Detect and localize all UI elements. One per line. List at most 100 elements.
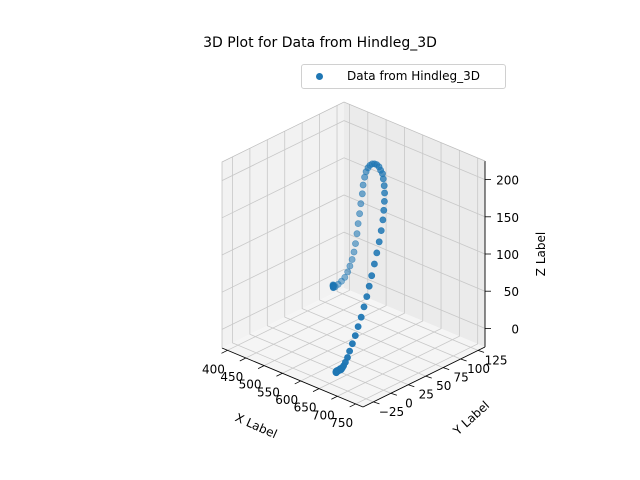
x-tick-label: 450	[220, 370, 243, 384]
grid-line-y	[249, 148, 392, 394]
data-point	[360, 303, 368, 311]
data-point	[379, 175, 387, 183]
data-point	[346, 347, 353, 355]
x-tick	[331, 395, 338, 400]
y-tick-label: 25	[419, 388, 434, 402]
data-point	[380, 206, 388, 214]
legend-marker	[316, 73, 323, 80]
data-point	[380, 182, 388, 190]
x-tick-label: 400	[202, 362, 225, 376]
x-tick-label: 700	[312, 408, 335, 422]
data-point	[348, 256, 356, 263]
legend: Data from Hindleg_3D	[301, 64, 506, 89]
grid-line-x	[300, 134, 424, 382]
data-point	[356, 210, 363, 218]
grid-line-y	[284, 131, 426, 377]
x-axis-label: X Label	[233, 410, 279, 441]
x-tick	[257, 365, 265, 369]
data-point	[344, 268, 352, 276]
grid-line-y	[232, 156, 374, 403]
grid-line-y	[336, 105, 479, 351]
grid-line-x	[263, 119, 387, 366]
data-point	[350, 248, 358, 256]
legend-label: Data from Hindleg_3D	[347, 69, 480, 83]
data-point	[380, 197, 388, 205]
z-axis-label: Z Label	[534, 232, 548, 276]
pane-edge	[221, 101, 486, 348]
z-tick-label: 50	[504, 285, 519, 299]
z-tick-label: 150	[496, 211, 519, 225]
data-point	[357, 200, 365, 208]
data-point	[354, 220, 362, 227]
grid-line-z	[221, 157, 486, 219]
x-tick-label: 750	[330, 416, 353, 430]
y-tick-label: 50	[436, 379, 451, 393]
data-point	[363, 293, 371, 300]
grid-line-z	[221, 231, 486, 293]
x-tick-label: 650	[294, 401, 317, 415]
grid-line-z	[221, 194, 486, 256]
data-point	[373, 249, 381, 257]
data-point	[357, 313, 365, 321]
z-tick-label: 200	[496, 174, 519, 188]
grid-line-y	[266, 139, 409, 386]
data-point	[352, 240, 359, 247]
y-tick-label: −25	[379, 405, 404, 419]
grid-line-x	[282, 127, 405, 374]
y-tick	[373, 401, 380, 405]
y-axis-label: Y Label	[450, 398, 492, 438]
z-tick-label: 0	[511, 322, 519, 336]
x-tick	[239, 357, 246, 362]
y-tick	[477, 350, 485, 353]
x-tick-label: 600	[275, 393, 298, 407]
data-point	[365, 282, 373, 290]
grid-line-z	[221, 120, 486, 181]
x-tick	[312, 388, 320, 392]
x-tick-label: 550	[257, 385, 280, 399]
tick-labels: 400450500550600650700750−250255075100125…	[202, 174, 519, 430]
data-point	[370, 260, 378, 268]
grid-lines	[221, 104, 486, 405]
data-point	[353, 230, 361, 238]
y-tick	[443, 367, 450, 370]
grid-line-y	[319, 114, 461, 360]
data-point	[381, 189, 388, 197]
data-point	[358, 190, 366, 198]
y-tick-label: 100	[467, 362, 490, 376]
x-tick	[349, 403, 356, 408]
x-tick-label: 500	[239, 378, 262, 392]
grid-line-x	[355, 157, 479, 405]
y-tick-label: 0	[405, 396, 413, 410]
grid-line-x	[227, 104, 350, 351]
pane-xy	[222, 288, 485, 407]
y-tick-label: 125	[485, 353, 508, 367]
y-axis-line	[362, 346, 486, 408]
data-point	[341, 273, 349, 281]
data-point	[375, 238, 383, 246]
data-point	[332, 369, 340, 376]
grid-line-x	[318, 142, 442, 389]
data-point	[379, 216, 387, 224]
data-point	[351, 332, 359, 339]
data-point	[348, 340, 356, 348]
y-tick	[390, 392, 398, 396]
y-tick-label: 75	[454, 371, 469, 385]
data-point	[354, 323, 362, 330]
y-tick	[460, 358, 467, 362]
data-point	[377, 227, 385, 234]
grid-line-x	[337, 150, 460, 397]
x-tick	[221, 349, 228, 354]
data-points	[329, 160, 388, 377]
grid-line-y	[301, 122, 444, 368]
y-tick	[425, 375, 432, 379]
x-tick	[294, 380, 301, 385]
data-point	[368, 272, 376, 280]
z-tick-label: 100	[496, 248, 519, 262]
chart-title: 3D Plot for Data from Hindleg_3D	[203, 35, 437, 51]
y-tick	[408, 384, 415, 388]
data-point	[359, 181, 367, 189]
data-point	[346, 262, 354, 270]
grid-line-z	[221, 268, 486, 330]
x-tick	[276, 372, 283, 377]
